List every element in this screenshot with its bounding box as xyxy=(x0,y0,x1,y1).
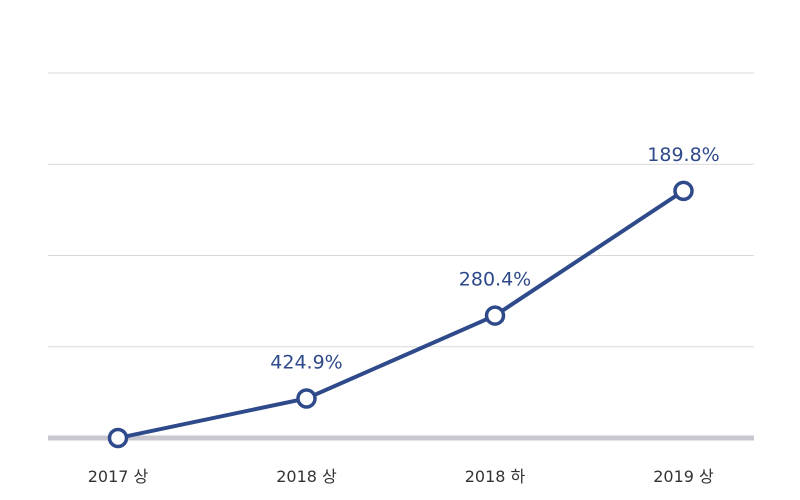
data-label: 280.4% xyxy=(459,269,531,291)
x-axis-tick-labels: 2017 상 2018 상 2018 하 2019 상 xyxy=(88,467,714,486)
data-point xyxy=(484,305,506,326)
data-point xyxy=(673,180,694,202)
x-tick-label: 2018 하 xyxy=(465,467,526,486)
data-point xyxy=(296,388,317,409)
data-point xyxy=(107,427,129,449)
x-tick-label: 2017 상 xyxy=(88,467,149,486)
x-tick-label: 2019 상 xyxy=(653,467,714,486)
data-label: 424.9% xyxy=(270,351,342,373)
grid-lines xyxy=(48,72,754,441)
data-labels: 424.9% 280.4% 189.8% xyxy=(270,144,719,374)
series-line xyxy=(116,188,686,440)
series-group xyxy=(107,180,694,449)
data-label: 189.8% xyxy=(647,144,719,166)
x-tick-label: 2018 상 xyxy=(276,467,337,486)
